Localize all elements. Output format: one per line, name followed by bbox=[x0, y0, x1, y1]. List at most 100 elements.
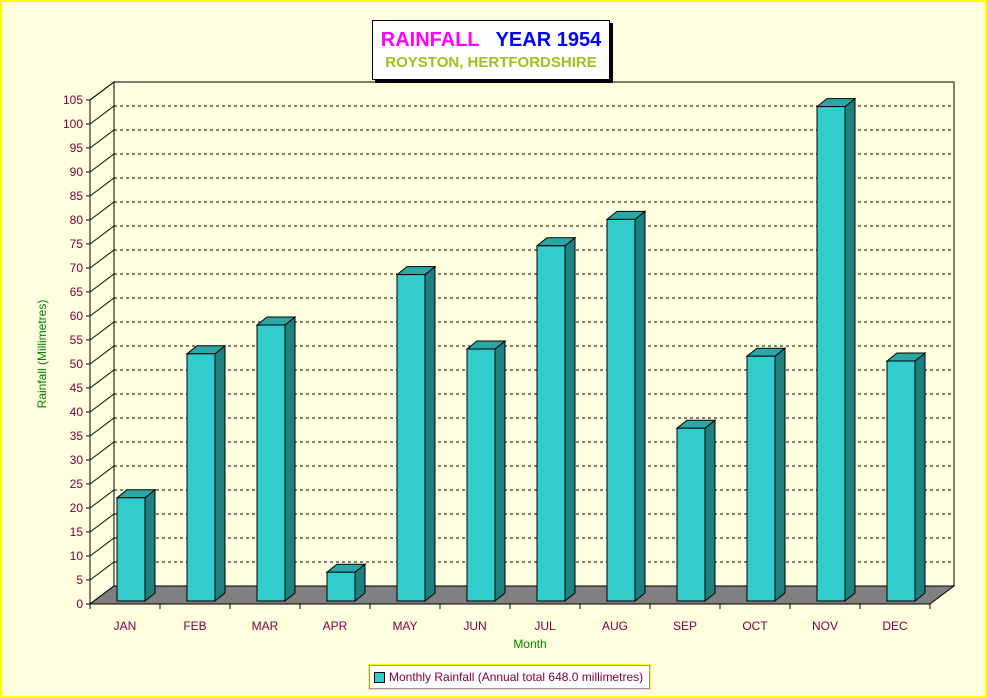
y-tick-label: 0 bbox=[76, 597, 83, 611]
bar-apr bbox=[325, 563, 367, 603]
bar-front bbox=[746, 355, 776, 602]
y-tick-label: 55 bbox=[70, 333, 84, 347]
bar-front bbox=[186, 353, 216, 602]
x-axis-title: Month bbox=[513, 637, 546, 651]
legend-swatch bbox=[374, 671, 385, 683]
bar-dec bbox=[885, 351, 927, 603]
bar-jul bbox=[535, 236, 577, 603]
bar-front bbox=[256, 324, 286, 602]
wall-tick bbox=[89, 513, 115, 533]
wall-tick bbox=[89, 153, 115, 173]
y-tick-label: 65 bbox=[70, 285, 84, 299]
y-tick-label: 85 bbox=[70, 189, 84, 203]
bar-front bbox=[886, 360, 916, 602]
y-tick-label: 20 bbox=[70, 501, 84, 515]
wall-tick bbox=[89, 345, 115, 365]
x-tick-label: AUG bbox=[602, 619, 628, 633]
wall-tick bbox=[89, 177, 115, 197]
bar-nov bbox=[815, 97, 857, 603]
bar-sep bbox=[675, 419, 717, 603]
wall-tick bbox=[89, 393, 115, 413]
y-tick-label: 70 bbox=[70, 261, 84, 275]
wall-tick bbox=[89, 249, 115, 269]
wall-tick bbox=[89, 561, 115, 581]
wall-tick bbox=[89, 417, 115, 437]
y-tick-label: 30 bbox=[70, 453, 84, 467]
x-tick-label: FEB bbox=[183, 619, 206, 633]
y-tick-label: 80 bbox=[70, 213, 84, 227]
x-tick-label: SEP bbox=[673, 619, 697, 633]
bar-jun bbox=[465, 339, 507, 603]
x-tick-label: JUN bbox=[463, 619, 486, 633]
y-tick-label: 15 bbox=[70, 525, 84, 539]
y-tick-label: 60 bbox=[70, 309, 84, 323]
x-tick-label: MAR bbox=[252, 619, 279, 633]
x-tick-label: OCT bbox=[742, 619, 768, 633]
x-tick-label: JUL bbox=[534, 619, 556, 633]
bar-front bbox=[326, 571, 356, 602]
wall-tick bbox=[89, 465, 115, 485]
bar-side bbox=[284, 315, 296, 603]
wall-tick bbox=[89, 297, 115, 317]
wall-tick bbox=[89, 273, 115, 293]
chart-title-year: YEAR 1954 bbox=[495, 29, 602, 51]
x-tick-label: DEC bbox=[882, 619, 908, 633]
chart-title-rainfall: RAINFALL bbox=[380, 29, 480, 51]
bar-front bbox=[816, 106, 846, 602]
wall-tick bbox=[89, 81, 115, 101]
legend-label: Monthly Rainfall (Annual total 648.0 mil… bbox=[389, 670, 644, 684]
y-tick-label: 50 bbox=[70, 357, 84, 371]
y-tick-label: 5 bbox=[76, 573, 83, 587]
bar-side bbox=[494, 339, 506, 603]
left-wall bbox=[89, 81, 115, 605]
bar-may bbox=[395, 265, 437, 603]
bar-side bbox=[214, 344, 226, 603]
bar-mar bbox=[255, 315, 297, 603]
chart-subtitle: ROYSTON, HERTFORDSHIRE bbox=[385, 54, 597, 71]
legend: Monthly Rainfall (Annual total 648.0 mil… bbox=[367, 664, 652, 690]
bar-side bbox=[424, 265, 436, 603]
chart-title: RAINFALL YEAR 1954 bbox=[373, 29, 609, 52]
bar-side bbox=[844, 97, 856, 603]
bar-jan bbox=[115, 488, 157, 603]
chart-title-box: RAINFALL YEAR 1954 ROYSTON, HERTFORDSHIR… bbox=[372, 20, 610, 80]
bar-front bbox=[396, 274, 426, 602]
y-tick-label: 90 bbox=[70, 165, 84, 179]
wall-tick bbox=[89, 225, 115, 245]
bar-aug bbox=[605, 210, 647, 603]
wall-tick bbox=[89, 321, 115, 341]
bar-side bbox=[144, 488, 156, 603]
bar-oct bbox=[745, 347, 787, 603]
x-tick-label: MAY bbox=[392, 619, 417, 633]
bar-side bbox=[704, 419, 716, 603]
bar-feb bbox=[185, 344, 227, 603]
wall-tick bbox=[89, 441, 115, 461]
y-tick-label: 100 bbox=[63, 117, 83, 131]
wall-tick bbox=[89, 369, 115, 389]
wall-tick bbox=[89, 129, 115, 149]
y-tick-label: 25 bbox=[70, 477, 84, 491]
y-tick-label: 40 bbox=[70, 405, 84, 419]
x-tick-label: NOV bbox=[812, 619, 838, 633]
bar-front bbox=[466, 348, 496, 602]
y-tick-label: 10 bbox=[70, 549, 84, 563]
y-tick-label: 45 bbox=[70, 381, 84, 395]
wall-tick bbox=[89, 489, 115, 509]
y-axis-title: Rainfall (Millimetres) bbox=[35, 300, 49, 409]
y-tick-label: 95 bbox=[70, 141, 84, 155]
wall-tick bbox=[89, 537, 115, 557]
bar-front bbox=[676, 427, 706, 602]
bar-side bbox=[914, 351, 926, 603]
bar-side bbox=[634, 210, 646, 603]
wall-tick bbox=[89, 201, 115, 221]
x-tick-label: APR bbox=[323, 619, 348, 633]
bar-side bbox=[774, 347, 786, 603]
x-tick-label: JAN bbox=[114, 619, 137, 633]
y-tick-label: 75 bbox=[70, 237, 84, 251]
y-tick-label: 105 bbox=[63, 93, 83, 107]
y-tick-label: 35 bbox=[70, 429, 84, 443]
bar-front bbox=[116, 497, 146, 602]
wall-tick bbox=[89, 105, 115, 125]
bar-front bbox=[536, 245, 566, 602]
